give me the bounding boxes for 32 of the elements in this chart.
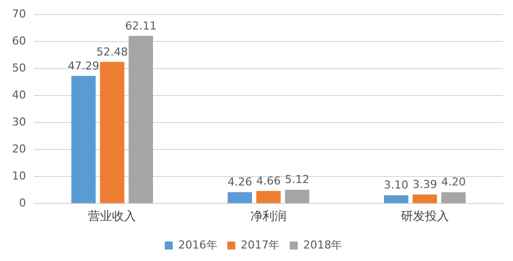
y-tick-label: 10 — [12, 169, 26, 182]
y-tick-label: 40 — [12, 88, 26, 102]
bar — [284, 190, 310, 204]
legend-label: 2018年 — [303, 238, 342, 252]
data-label: 4.26 — [228, 175, 252, 188]
data-label: 47.29 — [68, 59, 100, 72]
data-label: 3.39 — [412, 178, 438, 191]
data-label: 3.10 — [384, 178, 408, 192]
y-tick-label: 70 — [12, 7, 26, 20]
y-tick-label: 0 — [18, 196, 26, 210]
data-label: 62.11 — [125, 19, 157, 32]
bar — [100, 62, 124, 204]
data-label: 52.48 — [96, 45, 128, 58]
bar — [256, 191, 281, 204]
bar — [71, 76, 96, 204]
legend-label: 2016年 — [178, 238, 218, 252]
x-tick-label: 净利润 — [250, 208, 286, 223]
bar — [384, 195, 408, 204]
y-tick-label: 60 — [12, 34, 26, 48]
bar — [441, 192, 466, 204]
data-label: 4.20 — [441, 176, 466, 189]
bar — [228, 192, 252, 204]
x-tick-label: 营业收入 — [88, 208, 136, 223]
x-tick-label: 研发投入 — [400, 208, 449, 223]
bar — [412, 194, 438, 204]
bar — [128, 36, 154, 204]
y-tick-label: 50 — [12, 61, 26, 74]
legend-label: 2017年 — [240, 238, 280, 252]
data-label: 5.12 — [284, 173, 310, 186]
data-label: 4.66 — [256, 174, 281, 188]
y-tick-label: 20 — [12, 142, 26, 156]
y-tick-label: 30 — [12, 115, 26, 128]
